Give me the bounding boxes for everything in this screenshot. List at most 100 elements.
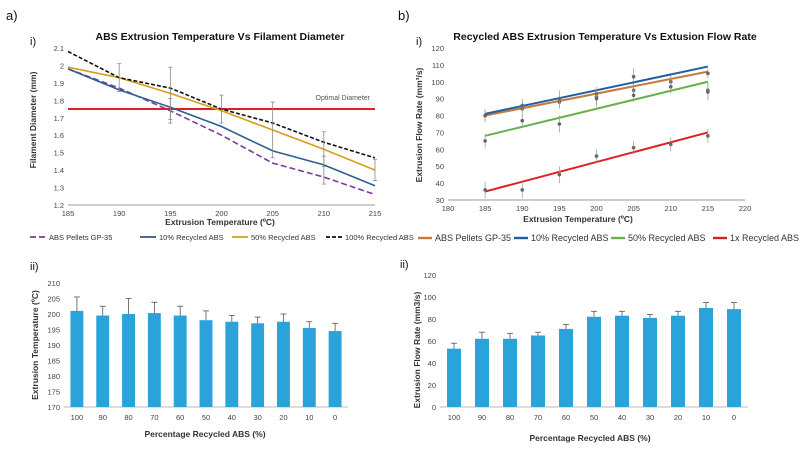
x-tick-label: 215 (702, 204, 715, 213)
bar (199, 320, 213, 407)
bar (302, 327, 316, 407)
x-tick-label: 90 (478, 413, 486, 422)
chart-a1-xlabel: Extrusion Temperature (ºC) (165, 217, 275, 227)
data-point (483, 188, 487, 192)
y-tick-label: 210 (47, 279, 60, 288)
x-tick-label: 50 (202, 413, 210, 422)
legend-label: 10% Recycled ABS (531, 233, 609, 243)
chart-b1-xlabel: Extrusion Temperature (ºC) (523, 214, 633, 224)
x-tick-label: 100 (71, 413, 84, 422)
bar (147, 313, 161, 407)
chart-b2-ylabel: Extrusion Flow Rate (mm3/s) (412, 292, 422, 409)
x-tick-label: 220 (739, 204, 752, 213)
x-tick-label: 0 (732, 413, 736, 422)
x-tick-label: 70 (534, 413, 542, 422)
legend-label: 1x Recycled ABS (730, 233, 799, 243)
legend-label: 100% Recycled ABS (345, 233, 414, 242)
y-tick-label: 90 (436, 95, 444, 104)
y-tick-label: 0 (432, 403, 436, 412)
bar (96, 315, 110, 407)
y-tick-label: 1.8 (54, 96, 64, 105)
x-tick-label: 195 (164, 209, 177, 218)
x-tick-label: 200 (215, 209, 228, 218)
data-point (557, 122, 562, 126)
y-tick-label: 60 (436, 145, 444, 154)
panel-b-label: b) (398, 8, 410, 23)
chart-b1: 180 185 190 195 200 205 210 215 220 30 40 50 60 70 80 9… (418, 44, 799, 243)
bar (671, 315, 685, 407)
y-tick-label: 1.3 (54, 184, 64, 193)
bar (643, 317, 657, 407)
x-tick-label: 185 (62, 209, 75, 218)
data-point (631, 74, 636, 79)
data-point (706, 134, 710, 138)
x-tick-label: 200 (590, 204, 603, 213)
y-tick-label: 1.6 (54, 131, 64, 140)
y-tick-label: 120 (423, 271, 436, 280)
y-tick-label: 20 (428, 381, 436, 390)
x-tick-label: 210 (664, 204, 677, 213)
data-point (520, 188, 525, 192)
bar (328, 331, 342, 407)
x-tick-label: 70 (150, 413, 158, 422)
x-tick-label: 80 (124, 413, 132, 422)
bar (70, 310, 84, 407)
y-tick-label: 1.2 (54, 201, 64, 210)
y-tick-label: 175 (47, 388, 60, 397)
legend-label: ABS Pellets GP-35 (49, 233, 112, 242)
y-tick-label: 50 (436, 162, 444, 171)
data-point (706, 90, 710, 94)
x-tick-label: 40 (618, 413, 626, 422)
x-tick-label: 10 (305, 413, 313, 422)
panel-a2-sublabel: ii) (30, 261, 39, 273)
chart-a2-xlabel: Percentage Recycled ABS (%) (144, 429, 265, 439)
y-tick-label: 80 (436, 112, 444, 121)
y-tick-label: 1.7 (54, 114, 64, 123)
y-tick-label: 80 (428, 315, 436, 324)
bar (559, 328, 573, 407)
bar (225, 321, 239, 407)
chart-b1-ylabel: Extrusion Flow Rate (mm³/s) (414, 67, 424, 182)
x-tick-label: 20 (674, 413, 682, 422)
bar (587, 316, 601, 407)
data-point (706, 71, 710, 76)
bar (727, 309, 741, 407)
chart-b1-title: Recycled ABS Extrusion Temperature Vs Ex… (453, 31, 757, 43)
y-tick-label: 1.5 (54, 149, 64, 158)
x-tick-label: 50 (590, 413, 598, 422)
y-tick-label: 40 (436, 179, 444, 188)
x-tick-label: 0 (333, 413, 337, 422)
bar (277, 321, 290, 407)
data-point (668, 142, 673, 147)
y-tick-label: 60 (428, 337, 436, 346)
data-point (631, 145, 636, 150)
bar (447, 348, 461, 407)
data-point (483, 139, 487, 143)
x-tick-label: 205 (627, 204, 640, 213)
x-tick-label: 60 (562, 413, 570, 422)
x-tick-label: 215 (369, 209, 382, 218)
x-tick-label: 190 (113, 209, 126, 218)
chart-b2-xlabel: Percentage Recycled ABS (%) (529, 433, 650, 443)
data-point (631, 93, 636, 98)
bar (251, 323, 265, 407)
data-point (520, 118, 525, 123)
y-tick-label: 195 (47, 326, 60, 335)
x-tick-label: 185 (479, 204, 492, 213)
y-tick-label: 1.4 (54, 166, 64, 175)
data-point (483, 113, 487, 118)
y-tick-label: 180 (47, 372, 60, 381)
x-tick-label: 195 (553, 204, 566, 213)
y-tick-label: 200 (47, 310, 60, 319)
y-tick-label: 190 (47, 341, 60, 350)
bar (531, 335, 545, 407)
y-tick-label: 40 (428, 359, 436, 368)
x-tick-label: 30 (253, 413, 261, 422)
x-tick-label: 40 (228, 413, 236, 422)
data-point (557, 172, 562, 177)
y-tick-label: 2 (60, 61, 64, 70)
y-tick-label: 2.1 (54, 44, 64, 53)
